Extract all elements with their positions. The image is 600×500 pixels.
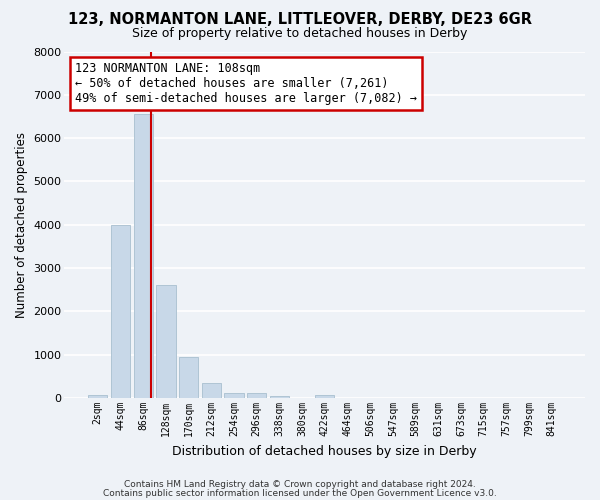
Bar — [88, 395, 107, 398]
Bar — [315, 395, 334, 398]
Bar — [134, 114, 153, 398]
Bar — [111, 225, 130, 398]
Bar — [179, 356, 198, 398]
Bar — [269, 396, 289, 398]
Bar — [224, 393, 244, 398]
Text: 123 NORMANTON LANE: 108sqm
← 50% of detached houses are smaller (7,261)
49% of s: 123 NORMANTON LANE: 108sqm ← 50% of deta… — [75, 62, 417, 105]
Text: Contains HM Land Registry data © Crown copyright and database right 2024.: Contains HM Land Registry data © Crown c… — [124, 480, 476, 489]
Bar — [202, 384, 221, 398]
Text: Size of property relative to detached houses in Derby: Size of property relative to detached ho… — [133, 28, 467, 40]
Y-axis label: Number of detached properties: Number of detached properties — [15, 132, 28, 318]
Text: Contains public sector information licensed under the Open Government Licence v3: Contains public sector information licen… — [103, 488, 497, 498]
Text: 123, NORMANTON LANE, LITTLEOVER, DERBY, DE23 6GR: 123, NORMANTON LANE, LITTLEOVER, DERBY, … — [68, 12, 532, 28]
Bar — [247, 394, 266, 398]
X-axis label: Distribution of detached houses by size in Derby: Distribution of detached houses by size … — [172, 444, 477, 458]
Bar — [156, 286, 176, 398]
